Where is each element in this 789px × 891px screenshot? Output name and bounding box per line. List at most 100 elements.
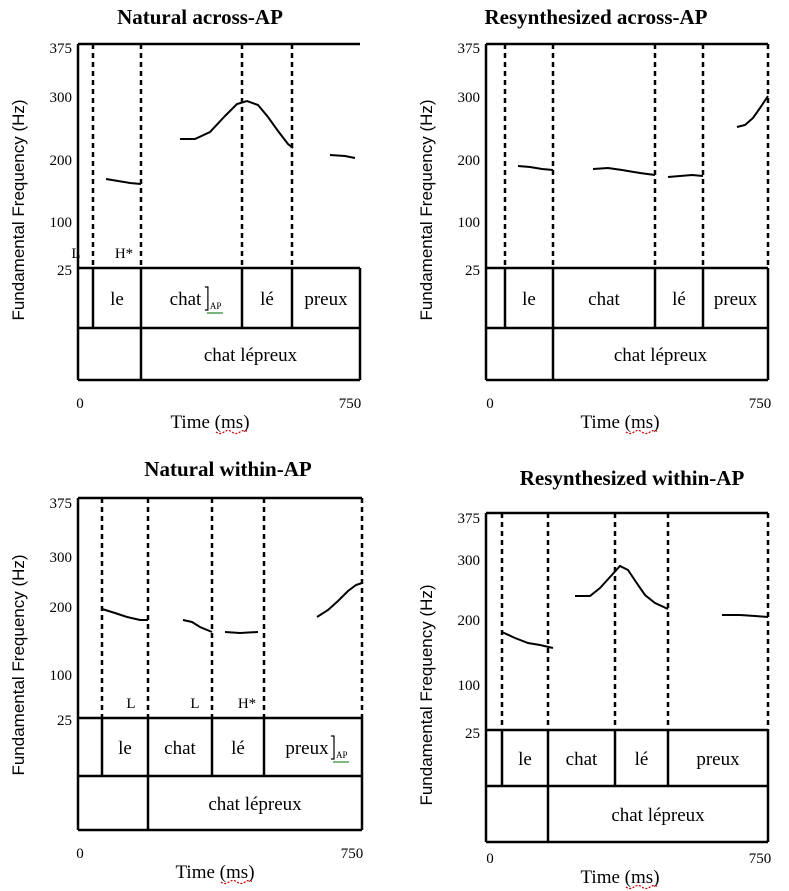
- x-axis-label-close: ): [243, 412, 249, 433]
- x-axis-label-unit: ms: [631, 412, 653, 433]
- panel-title: Resynthesized within-AP: [520, 466, 745, 490]
- f0-contour: [180, 99, 294, 149]
- y-axis-label: Fundamental Frequency (Hz): [417, 584, 436, 805]
- panel-1: Natural across-AP Fundamental Frequency (…: [9, 5, 362, 435]
- x-axis-label-unit: ms: [631, 867, 653, 888]
- y-axis-label: Fundamental Frequency (Hz): [417, 99, 436, 320]
- f0-contour: [316, 582, 363, 618]
- x-axis-label-close: ): [653, 867, 659, 888]
- f0-contour: [667, 173, 704, 178]
- f0-contour: [329, 154, 356, 159]
- y-tick-label: 200: [458, 153, 481, 169]
- word-label: preux: [696, 749, 740, 770]
- word-label: lé: [231, 738, 245, 759]
- y-tick-label: 100: [458, 678, 481, 694]
- f0-contour: [224, 631, 259, 635]
- y-tick-label: 375: [50, 41, 73, 57]
- y-axis-label: Fundamental Frequency (Hz): [9, 554, 28, 775]
- y-tick-label: 200: [50, 600, 73, 616]
- x-axis-label: Time (ms): [580, 867, 659, 888]
- f0-contour: [517, 165, 554, 171]
- x-tick-label: 750: [341, 846, 364, 862]
- tone-label: H*: [115, 246, 133, 262]
- f0-contour: [736, 95, 769, 128]
- y-tick-label: 200: [50, 153, 73, 169]
- phrase-label: chat lépreux: [611, 805, 705, 826]
- word-label: preux: [714, 289, 758, 310]
- word-label: le: [522, 289, 536, 310]
- panel-4: Resynthesized within-AP Fundamental Frequ…: [417, 466, 772, 890]
- word-label: chat: [164, 738, 196, 759]
- y-tick-label: 25: [465, 263, 480, 279]
- f0-contour: [501, 631, 554, 649]
- y-tick-label: 300: [458, 553, 481, 569]
- x-axis-label-text: Time (: [580, 412, 631, 433]
- x-axis-label: Time (ms): [170, 412, 249, 433]
- panel-title: Natural within-AP: [144, 457, 312, 481]
- panel-2: Resynthesized across-AP Fundamental Frequ…: [417, 5, 772, 435]
- y-tick-label: 25: [465, 726, 480, 742]
- f0-contour: [722, 614, 769, 618]
- y-tick-label: 300: [458, 90, 481, 106]
- x-axis-label-text: Time (: [580, 867, 631, 888]
- x-axis-label: Time (ms): [175, 862, 254, 883]
- tone-label: L: [71, 246, 80, 262]
- x-axis-label-close: ): [248, 862, 254, 883]
- word-label: lé: [260, 289, 274, 310]
- spellcheck-underline: [220, 879, 254, 885]
- y-tick-label: 100: [458, 215, 481, 231]
- x-tick-label: 0: [76, 846, 84, 862]
- x-axis-label-unit: ms: [226, 862, 248, 883]
- x-axis-label-unit: ms: [221, 412, 243, 433]
- panel-title: Resynthesized across-AP: [484, 5, 707, 29]
- spellcheck-underline: [625, 884, 659, 890]
- y-tick-label: 25: [57, 713, 72, 729]
- spellcheck-underline: [625, 429, 659, 435]
- word-label: le: [118, 738, 132, 759]
- f0-contour: [105, 178, 142, 185]
- word-label: preux: [285, 738, 329, 759]
- f0-contour: [575, 564, 669, 610]
- x-tick-label: 0: [76, 396, 84, 412]
- x-tick-label: 0: [486, 396, 494, 412]
- y-tick-label: 300: [50, 550, 73, 566]
- y-tick-label: 25: [57, 263, 72, 279]
- f0-contour: [101, 608, 148, 621]
- word-label: preux: [304, 289, 348, 310]
- x-axis-label-text: Time (: [170, 412, 221, 433]
- x-tick-label: 750: [339, 396, 362, 412]
- y-tick-label: 375: [458, 511, 481, 527]
- word-label: lé: [635, 749, 649, 770]
- y-tick-label: 200: [458, 613, 481, 629]
- tone-label: L: [126, 696, 135, 712]
- ap-subscript: AP: [210, 301, 222, 311]
- y-tick-label: 100: [50, 668, 73, 684]
- phrase-label: chat lépreux: [208, 794, 302, 815]
- y-tick-label: 375: [458, 41, 481, 57]
- word-label: chat: [566, 749, 598, 770]
- tone-label: L: [190, 696, 199, 712]
- word-label: le: [518, 749, 532, 770]
- y-tick-label: 300: [50, 90, 73, 106]
- spellcheck-underline: [215, 429, 249, 435]
- y-tick-label: 100: [50, 215, 73, 231]
- f0-contour: [592, 166, 656, 176]
- word-label: chat: [170, 289, 202, 310]
- x-tick-label: 750: [749, 851, 772, 867]
- y-tick-label: 375: [50, 496, 73, 512]
- panel-title: Natural across-AP: [117, 5, 283, 29]
- word-label: lé: [672, 289, 686, 310]
- x-tick-label: 0: [486, 851, 494, 867]
- ap-bracket: [331, 735, 335, 760]
- y-axis-label: Fundamental Frequency (Hz): [9, 99, 28, 320]
- word-label: le: [110, 289, 124, 310]
- phrase-label: chat lépreux: [614, 345, 708, 366]
- phrase-label: chat lépreux: [204, 345, 298, 366]
- x-tick-label: 750: [749, 396, 772, 412]
- x-axis-label: Time (ms): [580, 412, 659, 433]
- ap-subscript: AP: [336, 750, 348, 760]
- panel-3: Natural within-AP Fundamental Frequency (…: [9, 457, 364, 885]
- tone-label: H*: [238, 696, 256, 712]
- x-axis-label-text: Time (: [175, 862, 226, 883]
